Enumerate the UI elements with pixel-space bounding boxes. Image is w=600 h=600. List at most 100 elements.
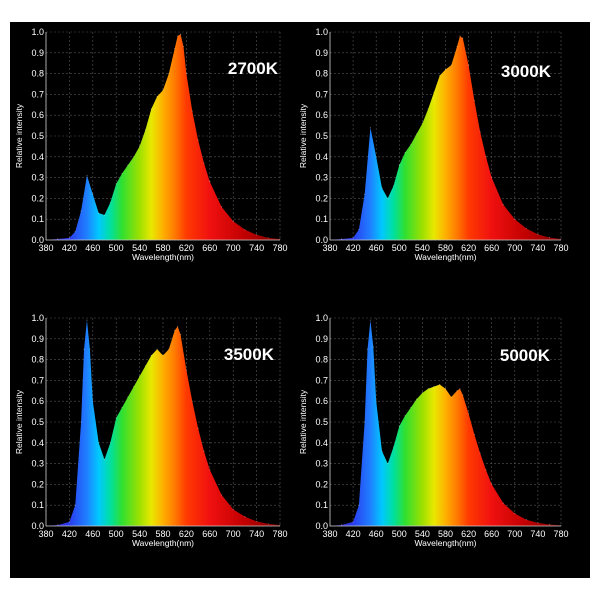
x-tick-label: 460 [369,243,384,253]
data-point [392,185,395,187]
y-tick-label: 0.5 [31,131,44,141]
y-tick-label: 0.7 [315,89,328,99]
y-tick-label: 0.4 [31,152,44,162]
data-point [398,425,400,427]
y-axis-label: Relative intensity [298,103,308,168]
data-point [177,325,179,327]
y-tick-label: 0.8 [31,355,44,365]
data-point [433,386,435,388]
data-point [203,450,205,452]
y-tick-label: 0.2 [315,479,328,489]
data-point [109,442,111,444]
data-point [74,504,76,506]
data-point [256,520,258,523]
data-point [92,400,94,402]
data-point [80,210,82,212]
y-tick-label: 0.4 [31,438,44,448]
data-point [162,354,164,357]
data-point [404,152,406,154]
data-point [372,346,374,348]
x-tick-label: 660 [202,529,217,539]
y-tick-label: 0.7 [31,89,44,99]
data-point [537,233,539,235]
data-point [473,433,475,436]
y-tick-label: 0.8 [315,69,328,79]
spectrum-charts: 380 420 460 500 540 580 620 660 700 740 780 0.0 0.1 0… [14,27,569,548]
spectrum-area [46,320,280,526]
y-tick-label: 1.0 [315,27,328,37]
data-point [103,214,106,216]
data-point [103,458,106,461]
y-tick-label: 0.3 [31,459,44,469]
chart-title: 3000K [501,62,552,81]
y-tick-label: 0.0 [315,235,328,245]
x-tick-label: 540 [132,529,147,539]
data-point [127,396,129,398]
data-point [502,502,504,504]
y-tick-label: 0.2 [31,479,44,489]
data-point [548,523,551,526]
data-point [168,348,170,350]
data-point [98,442,100,444]
data-point [416,133,418,135]
x-tick-label: 580 [438,529,453,539]
y-tick-label: 0.8 [31,69,44,79]
data-point [150,354,152,357]
y-tick-label: 0.2 [31,193,44,203]
chart-title: 5000K [500,346,551,365]
x-tick-label: 740 [530,243,545,253]
x-tick-label: 620 [179,529,194,539]
x-tick-label: 620 [461,529,476,539]
x-tick-label: 740 [249,243,264,253]
data-point [514,218,516,220]
x-tick-label: 500 [392,529,407,539]
data-point [115,417,117,419]
chart-3: 380 420 460 500 540 580 620 660 700 740 780 0.0 0.1 0… [298,313,569,548]
spectrum-area [330,320,561,526]
y-tick-label: 0.5 [315,417,328,427]
x-tick-label: 460 [85,529,100,539]
y-tick-label: 0.1 [31,500,44,510]
data-point [398,164,400,166]
data-point [479,452,481,454]
x-axis-label: Wavelength(nm) [414,252,476,262]
data-point [340,238,343,240]
y-tick-label: 0.3 [31,173,44,183]
x-tick-label: 540 [415,529,430,539]
y-tick-label: 0.6 [31,396,44,406]
data-point [392,446,395,448]
y-tick-label: 0.9 [31,48,44,58]
data-point [456,45,458,48]
x-tick-label: 700 [226,529,241,539]
x-tick-label: 500 [392,243,407,253]
data-point [491,177,493,179]
y-tick-label: 0.9 [315,48,328,58]
x-tick-label: 380 [322,243,337,253]
x-tick-label: 420 [62,529,77,539]
data-point [179,33,182,35]
data-point [366,348,369,350]
x-tick-label: 780 [272,529,287,539]
data-point [410,406,412,409]
data-point [444,68,447,71]
data-point [244,229,246,231]
y-tick-label: 0.7 [31,375,44,385]
data-point [139,145,141,147]
y-tick-label: 0.8 [315,355,328,365]
data-point [179,334,182,336]
y-axis-label: Relative intensity [14,103,24,168]
data-point [459,35,461,37]
data-point [162,89,164,91]
x-tick-label: 780 [553,243,568,253]
data-point [473,100,475,102]
x-tick-label: 500 [109,243,124,253]
y-tick-label: 0.5 [31,417,44,427]
data-point [427,388,429,390]
y-tick-label: 1.0 [31,313,44,323]
data-point [514,512,516,515]
y-tick-label: 0.6 [31,110,44,120]
x-tick-label: 500 [109,529,124,539]
data-point [203,162,205,164]
x-tick-label: 660 [484,243,499,253]
data-point [525,519,527,521]
